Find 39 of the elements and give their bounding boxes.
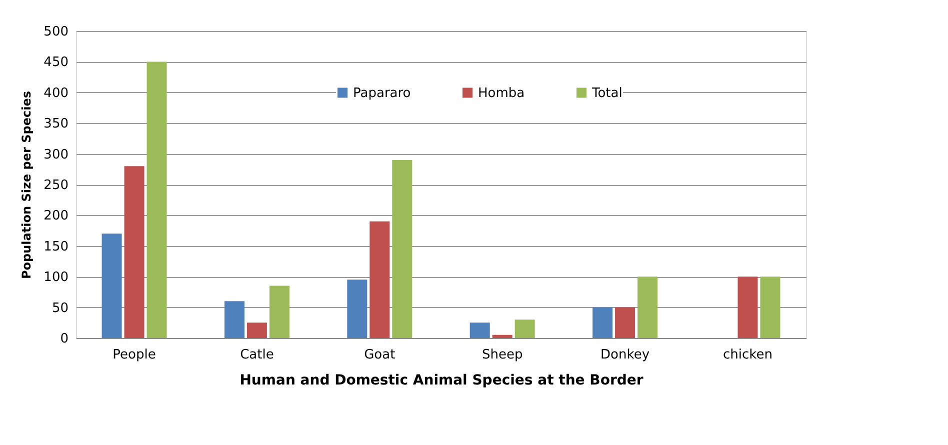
bar bbox=[146, 62, 167, 338]
bar bbox=[514, 320, 535, 338]
bar bbox=[592, 307, 613, 338]
y-tick-label: 0 bbox=[60, 332, 68, 346]
y-tick-label: 300 bbox=[44, 147, 68, 162]
legend-label: Homba bbox=[478, 86, 525, 101]
bar bbox=[615, 307, 636, 338]
bar bbox=[760, 276, 780, 338]
bar bbox=[246, 322, 267, 338]
bar bbox=[269, 286, 290, 338]
bar bbox=[102, 234, 122, 338]
y-tick-label: 450 bbox=[44, 55, 68, 70]
bar bbox=[347, 280, 368, 338]
bar bbox=[492, 334, 512, 338]
y-tick-label: 100 bbox=[44, 270, 68, 286]
x-tick-label: People bbox=[112, 348, 156, 362]
x-tick-label: Goat bbox=[364, 348, 396, 362]
x-axis-title: Human and Domestic Animal Species at the Border bbox=[240, 372, 644, 388]
legend-label: Total bbox=[591, 86, 622, 101]
x-tick-label: Sheep bbox=[482, 348, 523, 362]
y-tick-label: 250 bbox=[44, 178, 68, 193]
bar bbox=[470, 322, 490, 338]
x-tick-label: Catle bbox=[240, 348, 274, 362]
y-tick-label: 150 bbox=[44, 239, 68, 254]
bar bbox=[392, 160, 412, 338]
y-tick-label: 200 bbox=[44, 208, 68, 224]
bar bbox=[370, 221, 390, 338]
legend-label: Papararo bbox=[353, 86, 411, 101]
bar bbox=[224, 301, 244, 338]
y-axis-title: Population Size per Species bbox=[20, 91, 34, 279]
bar bbox=[124, 166, 144, 338]
y-tick-label: 400 bbox=[44, 86, 68, 101]
x-tick-label: chicken bbox=[722, 348, 772, 362]
bar bbox=[638, 276, 658, 338]
bar bbox=[738, 276, 758, 338]
y-tick-label: 50 bbox=[52, 300, 68, 316]
x-tick-label: Donkey bbox=[600, 348, 650, 362]
y-tick-label: 500 bbox=[44, 24, 68, 40]
y-tick-label: 350 bbox=[44, 116, 68, 132]
